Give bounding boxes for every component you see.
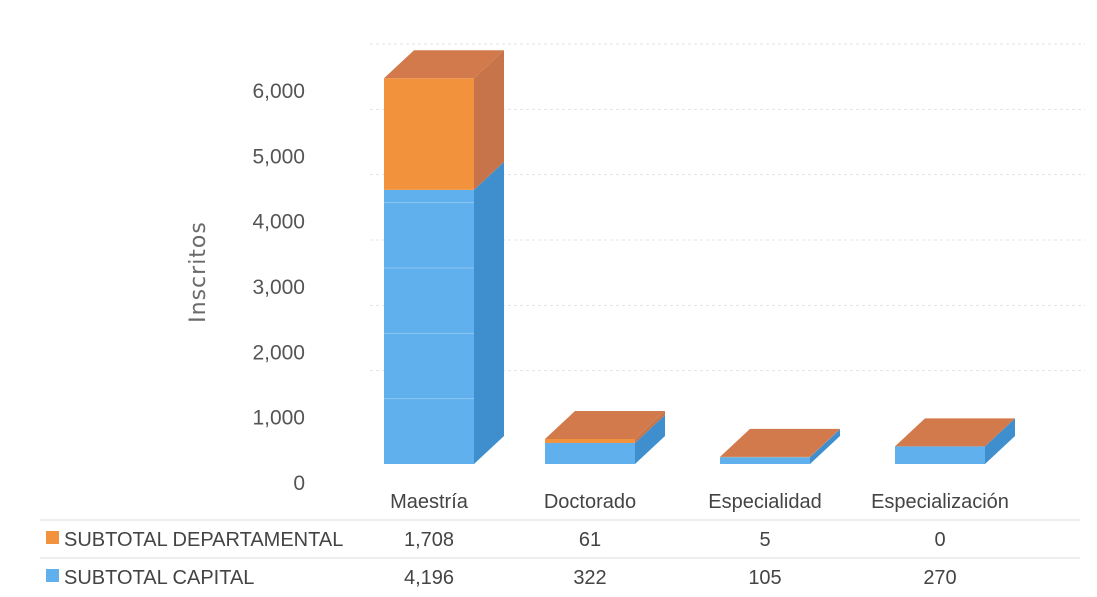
bars: [384, 50, 1015, 464]
legend-key: [46, 531, 59, 544]
y-tick-label: 1,000: [252, 407, 305, 430]
y-tick-label: 6,000: [252, 80, 305, 103]
bar-departamental: [545, 438, 635, 443]
legend-key: [46, 569, 59, 582]
bar-top-face: [720, 428, 840, 457]
y-axis-label: Inscritos: [186, 221, 211, 323]
x-category-label: Maestría: [390, 491, 469, 513]
y-tick-label: 2,000: [252, 341, 305, 364]
bar-capital-side: [635, 414, 665, 464]
bar-capital-side: [810, 429, 840, 464]
y-tick-label: 5,000: [252, 145, 305, 168]
bar-group: [545, 410, 665, 464]
bar-departamental: [384, 78, 474, 190]
bar-departamental-side: [810, 428, 840, 458]
bar-top-face: [895, 418, 1015, 447]
bar-capital-side: [985, 418, 1015, 464]
bar-departamental-side: [635, 410, 665, 443]
bar-capital: [545, 442, 635, 464]
bar-top-face: [545, 410, 665, 439]
bar-capital-side: [474, 161, 504, 464]
data-table-value: 1,708: [404, 529, 454, 551]
x-category-label: Especialización: [871, 491, 1009, 513]
bar-capital: [720, 457, 810, 464]
data-table-value: 4,196: [404, 567, 454, 589]
bar-group: [384, 50, 504, 464]
data-table-value: 61: [579, 529, 601, 551]
bar-capital: [384, 189, 474, 464]
bar-group: [720, 428, 840, 464]
data-table-value: 5: [759, 529, 770, 551]
x-category-label: Especialidad: [708, 491, 821, 513]
bar-capital: [895, 446, 985, 464]
y-tick-label: 3,000: [252, 276, 305, 299]
legend-series-name: SUBTOTAL DEPARTAMENTAL: [64, 529, 343, 551]
data-table-value: 322: [573, 567, 606, 589]
legend-series-name: SUBTOTAL CAPITAL: [64, 567, 254, 589]
data-table-value: 270: [923, 567, 956, 589]
bar-departamental-side: [474, 50, 504, 190]
y-tick-label: 0: [293, 472, 305, 495]
bar-group: [895, 418, 1015, 464]
data-table-value: 0: [934, 529, 945, 551]
y-tick-label: 4,000: [252, 211, 305, 234]
y-axis-tick-labels: 0 1,000 2,000 3,000 4,000 5,000 6,000: [252, 80, 305, 495]
gridlines: [370, 43, 1085, 372]
bar-top-face: [384, 50, 504, 79]
data-table: SUBTOTAL DEPARTAMENTAL 1,708 61 5 0 SUBTOTAL …: [40, 519, 1080, 589]
x-category-label: Doctorado: [544, 491, 636, 513]
data-table-value: 105: [748, 567, 781, 589]
x-axis-category-labels: Maestría Doctorado Especialidad Especializa…: [390, 491, 1009, 513]
